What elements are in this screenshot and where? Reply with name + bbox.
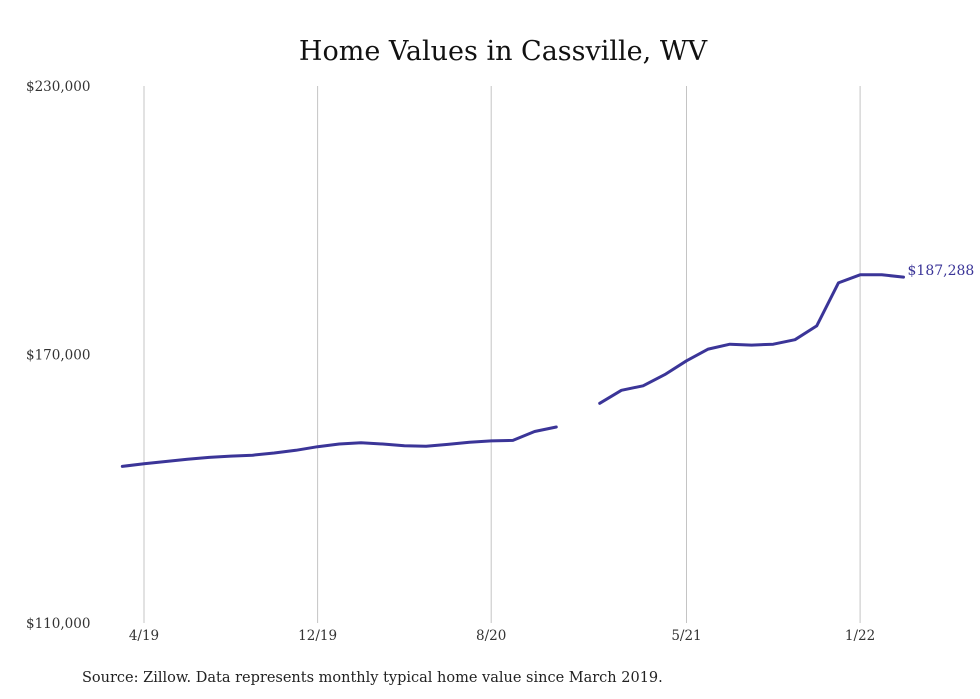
series-line-segment-0-1 [598,273,905,405]
source-note: Source: Zillow. Data represents monthly … [82,670,663,686]
x-tick-label-0: 4/19 [129,628,159,644]
x-tick-label-3: 5/21 [671,628,701,644]
grid-lines [143,86,861,623]
y-tick-label-2: $230,000 [26,79,90,95]
x-axis-tick-labels: 4/19 12/19 8/20 5/21 1/22 [129,628,875,644]
x-tick-label-2: 8/20 [476,628,506,644]
last-value-label: $187,288 [908,263,975,279]
y-tick-label-0: $110,000 [26,616,90,632]
y-axis-tick-labels: $110,000 $170,000 $230,000 [26,79,90,632]
x-tick-label-4: 1/22 [845,628,875,644]
series-lines [120,273,905,468]
x-tick-label-1: 12/19 [298,628,337,644]
chart-title: Home Values in Cassville, WV [299,36,708,67]
y-tick-label-1: $170,000 [26,348,90,364]
series-line-segment-0-0 [120,425,558,468]
